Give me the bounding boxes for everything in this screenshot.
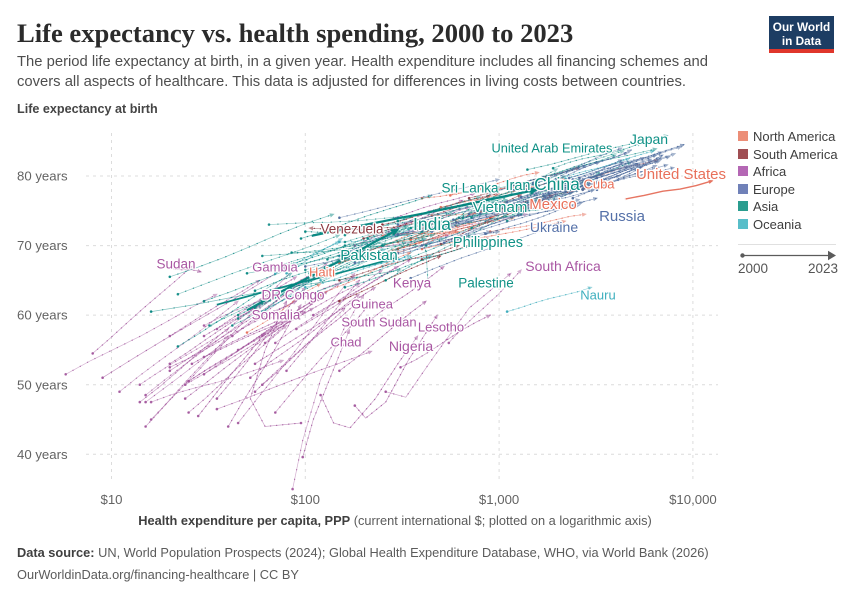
svg-text:Russia: Russia: [599, 208, 646, 225]
svg-text:Vietnam: Vietnam: [473, 199, 528, 216]
svg-text:Chad: Chad: [330, 335, 361, 350]
svg-text:South Sudan: South Sudan: [341, 315, 416, 330]
svg-text:50 years: 50 years: [17, 377, 68, 392]
svg-text:Palestine: Palestine: [458, 276, 514, 291]
svg-text:Gambia: Gambia: [252, 260, 298, 275]
svg-text:Venezuela: Venezuela: [320, 222, 384, 237]
svg-text:DR Congo: DR Congo: [261, 288, 324, 303]
svg-text:Lesotho: Lesotho: [418, 320, 464, 335]
svg-text:Haiti: Haiti: [309, 265, 335, 280]
svg-text:Japan: Japan: [630, 131, 668, 147]
svg-text:$10,000: $10,000: [669, 492, 717, 507]
svg-text:$1,000: $1,000: [479, 492, 519, 507]
svg-text:Cuba: Cuba: [583, 177, 615, 192]
svg-text:United Arab Emirates: United Arab Emirates: [492, 141, 613, 156]
svg-text:Health expenditure per capita,: Health expenditure per capita, PPP (curr…: [138, 513, 652, 528]
svg-text:China: China: [534, 174, 580, 194]
svg-text:60 years: 60 years: [17, 308, 68, 323]
svg-text:Kenya: Kenya: [393, 276, 432, 291]
svg-text:Mexico: Mexico: [529, 196, 577, 213]
svg-text:$100: $100: [291, 492, 320, 507]
svg-text:South Africa: South Africa: [525, 258, 601, 274]
svg-text:India: India: [413, 214, 451, 234]
svg-text:Iran: Iran: [506, 178, 531, 194]
svg-text:Somalia: Somalia: [252, 308, 301, 323]
svg-text:Pakistan: Pakistan: [340, 247, 398, 264]
svg-text:Sri Lanka: Sri Lanka: [441, 181, 499, 196]
svg-text:Nauru: Nauru: [580, 288, 615, 303]
svg-text:United States: United States: [636, 166, 726, 183]
svg-text:70 years: 70 years: [17, 238, 68, 253]
svg-text:Guinea: Guinea: [351, 297, 394, 312]
svg-text:80 years: 80 years: [17, 169, 68, 184]
svg-text:$10: $10: [100, 492, 122, 507]
svg-text:Philippines: Philippines: [453, 235, 523, 251]
svg-text:Sudan: Sudan: [156, 257, 195, 272]
svg-text:Ukraine: Ukraine: [530, 219, 578, 235]
svg-text:Nigeria: Nigeria: [389, 338, 434, 354]
svg-text:40 years: 40 years: [17, 447, 68, 462]
